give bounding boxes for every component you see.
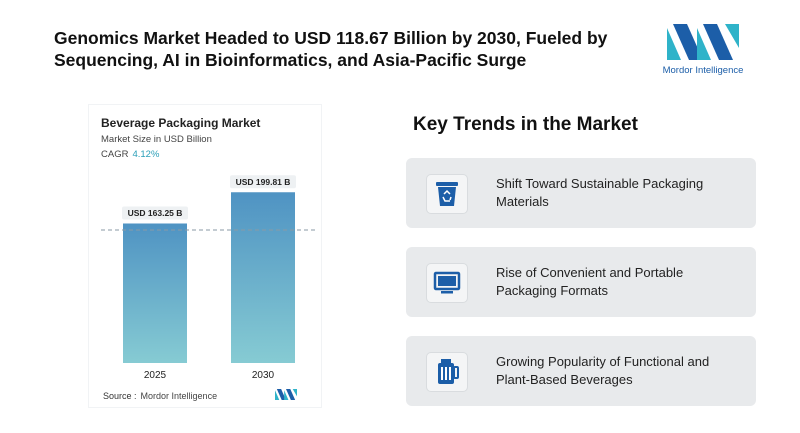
x-tick-label: 2025 bbox=[144, 370, 167, 381]
trend-card-convenient: Rise of Convenient and Portable Packagin… bbox=[406, 247, 756, 317]
trend-icon-box bbox=[426, 263, 468, 303]
trend-text: Rise of Convenient and Portable Packagin… bbox=[496, 265, 684, 298]
chart-subtitle: Market Size in USD Billion bbox=[101, 134, 212, 145]
trends-heading: Key Trends in the Market bbox=[413, 114, 638, 135]
chart-source: Source : Mordor Intelligence bbox=[103, 391, 217, 401]
trend-text: Shift Toward Sustainable Packaging Mater… bbox=[496, 176, 704, 209]
recycle-bin-icon bbox=[436, 182, 458, 206]
source-value: Mordor Intelligence bbox=[140, 391, 218, 401]
data-label: USD 199.81 B bbox=[236, 177, 291, 187]
x-tick-label: 2030 bbox=[252, 370, 275, 381]
mini-logo-icon bbox=[275, 389, 297, 400]
bar-2030 bbox=[231, 192, 295, 363]
chart-cagr: CAGR 4.12% bbox=[101, 149, 159, 160]
bar-chart: USD 163.25 B 2025 USD 199.81 B 2030 bbox=[101, 175, 317, 381]
trend-card-functional: Growing Popularity of Functional and Pla… bbox=[406, 336, 756, 406]
trend-card-sustainable: Shift Toward Sustainable Packaging Mater… bbox=[406, 158, 756, 228]
trend-text: Growing Popularity of Functional and Pla… bbox=[496, 354, 710, 387]
mordor-logo-icon bbox=[667, 24, 739, 60]
data-label-box bbox=[230, 175, 296, 189]
cagr-value: 4.12% bbox=[132, 149, 160, 160]
page-headline: Genomics Market Headed to USD 118.67 Bil… bbox=[54, 28, 608, 70]
logo-text: Mordor Intelligence bbox=[662, 65, 744, 76]
data-label: USD 163.25 B bbox=[128, 208, 183, 218]
chart-title: Beverage Packaging Market bbox=[101, 116, 261, 130]
trend-icon-box bbox=[426, 174, 468, 214]
cagr-label: CAGR bbox=[101, 149, 129, 160]
trend-icon-box bbox=[426, 352, 468, 392]
source-label: Source : bbox=[103, 391, 137, 401]
bar-2025 bbox=[123, 223, 187, 363]
chart-panel: Beverage Packaging Market Market Size in… bbox=[88, 104, 322, 408]
beverage-jar-icon bbox=[438, 359, 459, 384]
monitor-icon bbox=[433, 271, 461, 294]
data-label-box bbox=[122, 206, 188, 220]
brand-logo: Mordor Intelligence bbox=[661, 24, 745, 80]
